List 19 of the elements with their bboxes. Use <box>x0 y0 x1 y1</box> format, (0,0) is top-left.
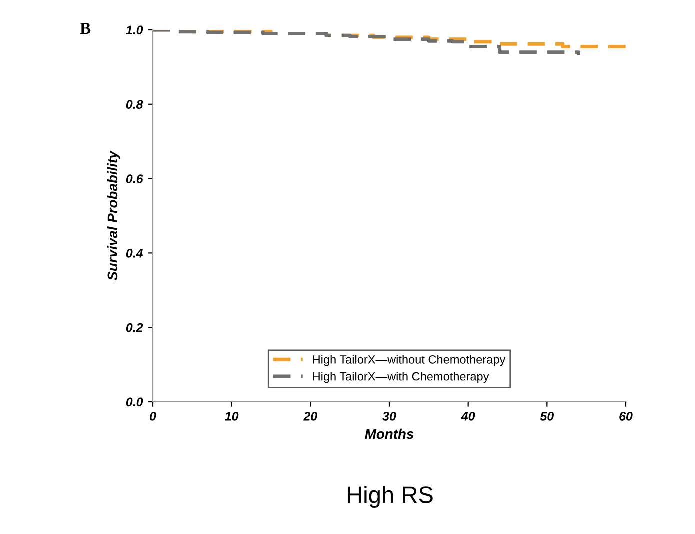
x-axis-title: Months <box>365 428 414 440</box>
text: High RS <box>348 486 433 508</box>
y-tick-label: 1.0 <box>126 26 144 35</box>
x-tick-label: 50 <box>540 412 554 421</box>
y-axis-title: Survival Probability <box>107 150 120 281</box>
x-tick-label: 20 <box>304 412 318 421</box>
y-tick-label: 0.0 <box>126 398 144 407</box>
x-tick-label: 0 <box>150 412 156 421</box>
legend-label: High TailorX—without Chemotherapy <box>313 355 506 366</box>
x-tick-label: 30 <box>382 412 396 421</box>
x-tick-label: 10 <box>225 412 239 421</box>
y-tick-label: 0.8 <box>126 100 144 110</box>
x-tick-label: 60 <box>620 412 633 421</box>
x-tick-label: 40 <box>461 412 476 421</box>
y-tick-label: 0.4 <box>126 249 144 258</box>
legend-label: High TailorX—with Chemotherapy <box>313 372 490 384</box>
text: B <box>80 23 91 34</box>
y-tick-label: 0.2 <box>126 323 144 332</box>
y-tick-label: 0.6 <box>126 174 144 184</box>
